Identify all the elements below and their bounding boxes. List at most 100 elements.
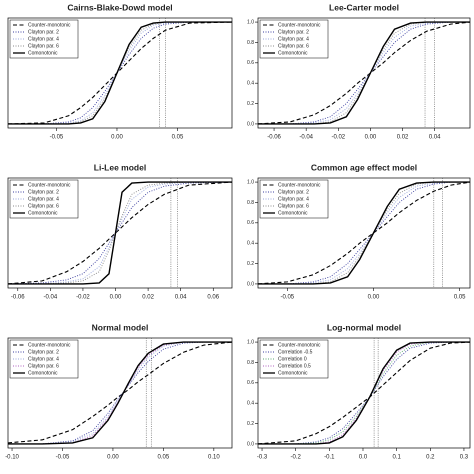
x-tick-label: -0.1 bbox=[324, 455, 335, 461]
y-tick-label: 1.0 bbox=[247, 179, 254, 185]
cdf-line bbox=[258, 341, 470, 445]
legend-label: Comonotonic bbox=[278, 210, 308, 216]
legend-label: Clayton par. 4 bbox=[28, 356, 59, 362]
x-tick-label: 0.2 bbox=[426, 455, 435, 461]
legend-label: Correlation 0 bbox=[278, 356, 307, 362]
x-tick-label: 0.02 bbox=[142, 295, 154, 301]
cdf-line bbox=[258, 181, 470, 285]
x-tick-label: 0.1 bbox=[392, 455, 401, 461]
x-tick-label: 0.00 bbox=[111, 135, 123, 141]
x-tick-label: -0.05 bbox=[280, 295, 294, 301]
panel-title: Common age effect model bbox=[311, 162, 417, 172]
y-tick-label: 0.4 bbox=[247, 81, 254, 87]
legend-label: Correlation 0.5 bbox=[278, 363, 311, 369]
y-tick-label: 0.2 bbox=[247, 421, 254, 427]
x-tick-label: 0.05 bbox=[454, 295, 466, 301]
legend-label: Counter-monotonic bbox=[28, 22, 71, 28]
cdf-line bbox=[8, 21, 232, 125]
legend-label: Clayton par. 6 bbox=[28, 203, 59, 209]
y-tick-label: 0.0 bbox=[247, 441, 254, 447]
x-tick-label: -0.04 bbox=[299, 135, 313, 141]
plot-frame bbox=[7, 177, 233, 289]
cdf-line bbox=[258, 341, 470, 445]
y-tick-label: 1.0 bbox=[247, 339, 254, 345]
cdf-line bbox=[258, 181, 470, 285]
y-tick-label: 0.2 bbox=[247, 261, 254, 267]
cdf-line bbox=[257, 21, 471, 125]
plot-frame bbox=[257, 177, 471, 289]
x-tick-label: -0.06 bbox=[11, 295, 25, 301]
panel-title: Lee-Carter model bbox=[329, 2, 399, 12]
x-tick-label: 0.0 bbox=[359, 455, 368, 461]
panel-title: Cairns-Blake-Dowd model bbox=[67, 2, 172, 12]
x-tick-label: 0.10 bbox=[208, 455, 220, 461]
y-tick-label: 0.4 bbox=[247, 401, 254, 407]
legend-label: Clayton par. 2 bbox=[278, 29, 309, 35]
y-tick-label: 0.4 bbox=[247, 241, 254, 247]
legend-label: Comonotonic bbox=[28, 210, 58, 216]
y-tick-label: 0.6 bbox=[247, 220, 254, 226]
legend-label: Clayton par. 4 bbox=[28, 36, 59, 42]
panel-title: Li-Lee model bbox=[94, 162, 146, 172]
x-tick-label: 0.00 bbox=[365, 135, 377, 141]
x-tick-label: -0.02 bbox=[76, 295, 90, 301]
plot-frame bbox=[7, 17, 233, 129]
legend-label: Clayton par. 2 bbox=[28, 349, 59, 355]
cdf-line bbox=[258, 181, 470, 285]
y-tick-label: 0.6 bbox=[247, 60, 254, 66]
cdf-line bbox=[7, 181, 233, 285]
x-tick-label: 0.3 bbox=[460, 455, 469, 461]
legend-label: Clayton par. 2 bbox=[28, 189, 59, 195]
legend-label: Comonotonic bbox=[278, 50, 308, 56]
y-tick-label: 0.6 bbox=[247, 380, 254, 386]
legend-label: Clayton par. 4 bbox=[28, 196, 59, 202]
legend-label: Clayton par. 2 bbox=[28, 29, 59, 35]
x-tick-label: -0.06 bbox=[267, 135, 281, 141]
legend-label: Counter-monotonic bbox=[278, 342, 321, 348]
y-tick-label: 0.0 bbox=[247, 281, 254, 287]
cdf-line bbox=[7, 341, 233, 444]
legend-label: Clayton par. 4 bbox=[278, 196, 309, 202]
legend-label: Comonotonic bbox=[28, 50, 58, 56]
legend-label: Clayton par. 6 bbox=[28, 43, 59, 49]
x-tick-label: -0.2 bbox=[291, 455, 302, 461]
panel-title: Log-normal model bbox=[327, 322, 401, 332]
legend-label: Clayton par. 6 bbox=[28, 363, 59, 369]
x-tick-label: -0.10 bbox=[5, 455, 19, 461]
cdf-line bbox=[8, 341, 232, 445]
x-tick-label: -0.3 bbox=[257, 455, 268, 461]
plot-frame bbox=[7, 337, 233, 449]
x-tick-label: -0.02 bbox=[331, 135, 345, 141]
x-tick-label: 0.00 bbox=[368, 295, 380, 301]
plot-frame bbox=[257, 17, 471, 129]
legend-label: Counter-monotonic bbox=[278, 182, 321, 188]
legend-label: Clayton par. 2 bbox=[278, 189, 309, 195]
y-tick-label: 0.2 bbox=[247, 101, 254, 107]
cdf-line bbox=[258, 21, 470, 125]
legend-label: Counter-monotonic bbox=[278, 22, 321, 28]
x-tick-label: 0.06 bbox=[207, 295, 219, 301]
cdf-line bbox=[8, 21, 232, 125]
x-tick-label: -0.05 bbox=[50, 135, 64, 141]
x-tick-label: 0.00 bbox=[107, 455, 119, 461]
y-tick-label: 0.8 bbox=[247, 40, 254, 46]
x-tick-label: 0.05 bbox=[172, 135, 184, 141]
x-tick-label: -0.05 bbox=[56, 455, 70, 461]
legend-label: Comonotonic bbox=[28, 370, 58, 376]
y-tick-label: 1.0 bbox=[247, 19, 254, 25]
y-tick-label: 0.8 bbox=[247, 200, 254, 206]
cdf-line bbox=[8, 181, 232, 285]
legend-label: Clayton par. 4 bbox=[278, 36, 309, 42]
plot-frame bbox=[257, 337, 471, 449]
x-tick-label: 0.04 bbox=[175, 295, 187, 301]
legend-label: Clayton par. 6 bbox=[278, 203, 309, 209]
x-tick-label: 0.05 bbox=[158, 455, 170, 461]
cdf-line bbox=[257, 181, 471, 285]
legend-label: Counter-monotonic bbox=[28, 182, 71, 188]
panel-title: Normal model bbox=[92, 322, 149, 332]
cdf-line bbox=[8, 21, 232, 125]
legend-label: Comonotonic bbox=[278, 370, 308, 376]
x-tick-label: 0.04 bbox=[429, 135, 441, 141]
legend-label: Counter-monotonic bbox=[28, 342, 71, 348]
